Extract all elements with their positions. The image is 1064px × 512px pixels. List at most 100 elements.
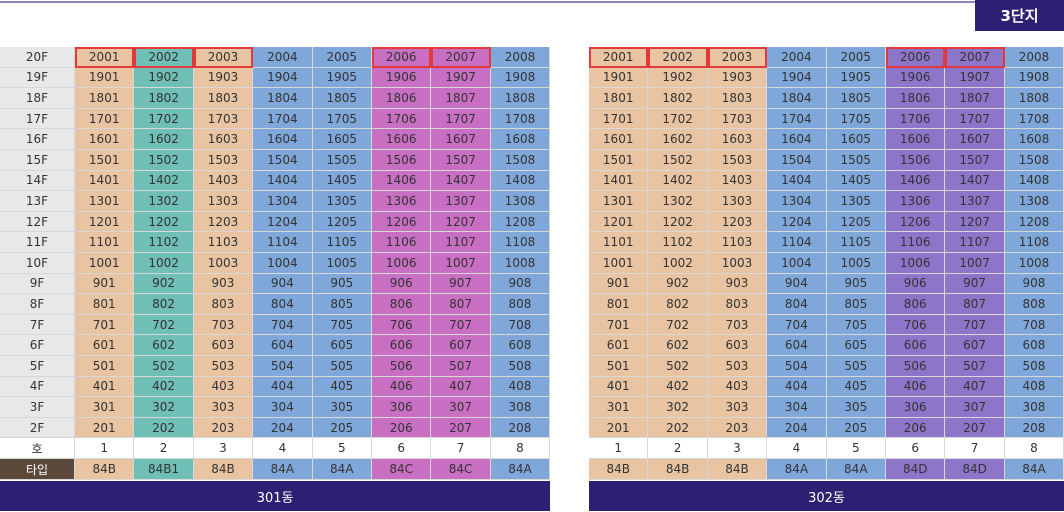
unit-cell: 1405 xyxy=(312,170,372,192)
unit-cell: 1703 xyxy=(193,108,254,130)
unit-number: 6 xyxy=(886,438,946,460)
unit-cell: 501 xyxy=(75,356,135,377)
unit-cell: 1801 xyxy=(75,88,135,109)
unit-cell: 403 xyxy=(193,376,254,398)
unit-cell: 805 xyxy=(312,294,372,315)
unit-cell: 701 xyxy=(75,314,135,336)
unit-cell: 2005 xyxy=(826,47,886,68)
unit-cell: 1806 xyxy=(886,88,946,109)
unit-cell: 801 xyxy=(589,294,649,315)
unit-cell: 1508 xyxy=(490,150,551,171)
unit-cell: 706 xyxy=(372,314,432,336)
unit-cell: 1304 xyxy=(767,191,827,212)
floor-label: 2F xyxy=(0,417,75,439)
unit-cell: 1408 xyxy=(1004,170,1064,192)
unit-cell: 1903 xyxy=(193,67,254,89)
unit-cell: 708 xyxy=(490,314,551,336)
unit-cell: 601 xyxy=(75,335,135,356)
unit-cell: 1002 xyxy=(134,253,194,274)
unit-cell: 1906 xyxy=(372,67,432,89)
unit-cell: 501 xyxy=(589,356,649,377)
unit-cell: 1802 xyxy=(648,88,708,109)
unit-cell: 1501 xyxy=(589,150,649,171)
top-rule xyxy=(0,1,975,3)
unit-number: 1 xyxy=(75,438,135,460)
unit-cell: 1602 xyxy=(648,129,708,150)
unit-cell: 903 xyxy=(707,273,768,295)
unit-cell: 507 xyxy=(431,356,491,377)
unit-cell: 607 xyxy=(431,335,491,356)
unit-cell: 902 xyxy=(648,273,708,295)
unit-cell: 804 xyxy=(253,294,313,315)
unit-cell: 807 xyxy=(431,294,491,315)
unit-cell: 705 xyxy=(312,314,372,336)
unit-cell: 1608 xyxy=(1004,129,1064,150)
floor-label: 4F xyxy=(0,376,75,398)
unit-cell: 1801 xyxy=(589,88,649,109)
unit-cell: 1007 xyxy=(945,253,1005,274)
unit-cell: 1205 xyxy=(826,211,886,233)
unit-cell: 1503 xyxy=(707,150,768,171)
unit-cell: 603 xyxy=(193,335,254,356)
unit-number: 3 xyxy=(193,438,254,460)
floor-label: 20F xyxy=(0,47,75,68)
unit-cell: 1103 xyxy=(707,232,768,253)
unit-cell: 703 xyxy=(707,314,768,336)
unit-cell: 1407 xyxy=(431,170,491,192)
badge: 3단지 xyxy=(975,0,1064,31)
floor-label: 15F xyxy=(0,150,75,171)
unit-cell: 202 xyxy=(648,417,708,439)
unit-cell: 307 xyxy=(431,397,491,418)
unit-cell: 1705 xyxy=(312,108,372,130)
unit-type: 84A xyxy=(490,459,551,481)
building-name: 301동 xyxy=(0,481,551,511)
floor-label: 12F xyxy=(0,211,75,233)
unit-cell: 1107 xyxy=(431,232,491,253)
unit-type: 84D xyxy=(945,459,1005,481)
unit-cell: 201 xyxy=(589,417,649,439)
unit-cell: 803 xyxy=(707,294,768,315)
unit-cell: 1001 xyxy=(75,253,135,274)
unit-cell: 302 xyxy=(648,397,708,418)
unit-cell: 301 xyxy=(75,397,135,418)
unit-cell: 1905 xyxy=(312,67,372,89)
unit-cell: 707 xyxy=(945,314,1005,336)
unit-cell: 1802 xyxy=(134,88,194,109)
unit-cell: 1306 xyxy=(372,191,432,212)
unit-cell: 1807 xyxy=(945,88,1005,109)
unit-cell: 408 xyxy=(1004,376,1064,398)
unit-cell: 2001 xyxy=(589,47,649,68)
unit-type: 84A xyxy=(312,459,372,481)
unit-cell: 1908 xyxy=(1004,67,1064,89)
unit-cell: 1401 xyxy=(75,170,135,192)
unit-cell: 1307 xyxy=(431,191,491,212)
unit-cell: 1706 xyxy=(886,108,946,130)
unit-cell: 904 xyxy=(767,273,827,295)
unit-cell: 1701 xyxy=(75,108,135,130)
unit-cell: 901 xyxy=(75,273,135,295)
unit-cell: 1508 xyxy=(1004,150,1064,171)
unit-cell: 1406 xyxy=(372,170,432,192)
unit-cell: 1305 xyxy=(312,191,372,212)
unit-cell: 904 xyxy=(253,273,313,295)
unit-type: 84C xyxy=(372,459,432,481)
unit-cell: 1704 xyxy=(253,108,313,130)
unit-cell: 1706 xyxy=(372,108,432,130)
unit-cell: 1708 xyxy=(1004,108,1064,130)
unit-cell: 1404 xyxy=(767,170,827,192)
unit-cell: 1807 xyxy=(431,88,491,109)
unit-cell: 707 xyxy=(431,314,491,336)
unit-cell: 2008 xyxy=(1004,47,1064,68)
unit-cell: 901 xyxy=(589,273,649,295)
unit-cell: 1105 xyxy=(312,232,372,253)
unit-cell: 1803 xyxy=(707,88,768,109)
unit-cell: 1908 xyxy=(490,67,551,89)
unit-number: 2 xyxy=(648,438,708,460)
unit-cell: 1403 xyxy=(707,170,768,192)
unit-cell: 306 xyxy=(372,397,432,418)
unit-cell: 1603 xyxy=(193,129,254,150)
unit-cell: 1101 xyxy=(589,232,649,253)
unit-cell: 1604 xyxy=(253,129,313,150)
unit-number: 3 xyxy=(707,438,768,460)
unit-cell: 1507 xyxy=(431,150,491,171)
